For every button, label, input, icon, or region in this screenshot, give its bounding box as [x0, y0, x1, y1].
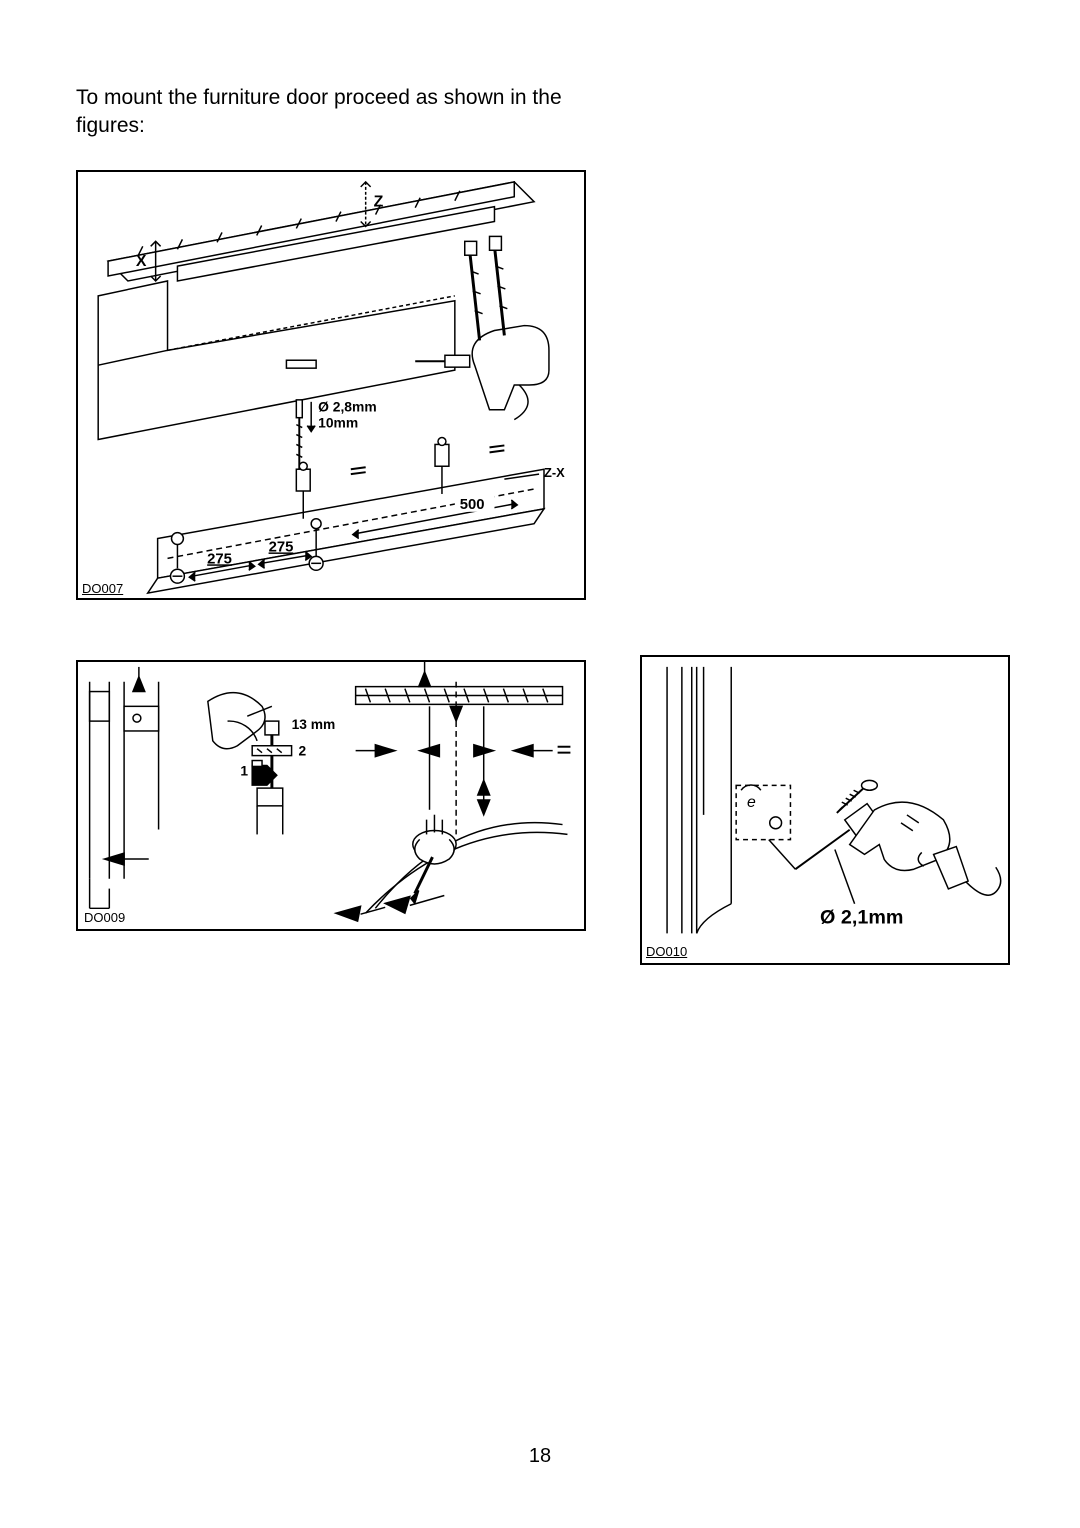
figure-do010: e	[640, 655, 1010, 965]
figure-do007: Z X	[76, 170, 586, 600]
drill-spec-diameter: Ø 2,8mm	[318, 399, 377, 415]
figure-do009: 13 mm 2 1	[76, 660, 586, 931]
label-x: X	[136, 253, 147, 270]
dim-500: 500	[460, 497, 485, 513]
figure1-id: DO007	[82, 581, 123, 596]
page-number: 18	[0, 1445, 1080, 1468]
dim-275b: 275	[269, 539, 294, 555]
label-1: 1	[240, 763, 248, 778]
drill-spec-21: Ø 2,1mm	[820, 907, 903, 929]
dim-13mm: 13 mm	[292, 717, 336, 732]
instruction-text: To mount the furniture door proceed as s…	[76, 84, 636, 141]
label-zx: Z-X	[544, 465, 565, 480]
label-e: e	[747, 794, 756, 811]
figure2-id: DO009	[84, 910, 125, 925]
figure3-id: DO010	[646, 944, 687, 959]
label-z: Z	[374, 194, 384, 211]
instruction-line1: To mount the furniture door proceed as s…	[76, 86, 562, 109]
dim-275a: 275	[207, 551, 232, 567]
label-2: 2	[298, 744, 306, 759]
drill-spec-depth: 10mm	[318, 415, 358, 431]
instruction-line2: figures:	[76, 114, 145, 137]
